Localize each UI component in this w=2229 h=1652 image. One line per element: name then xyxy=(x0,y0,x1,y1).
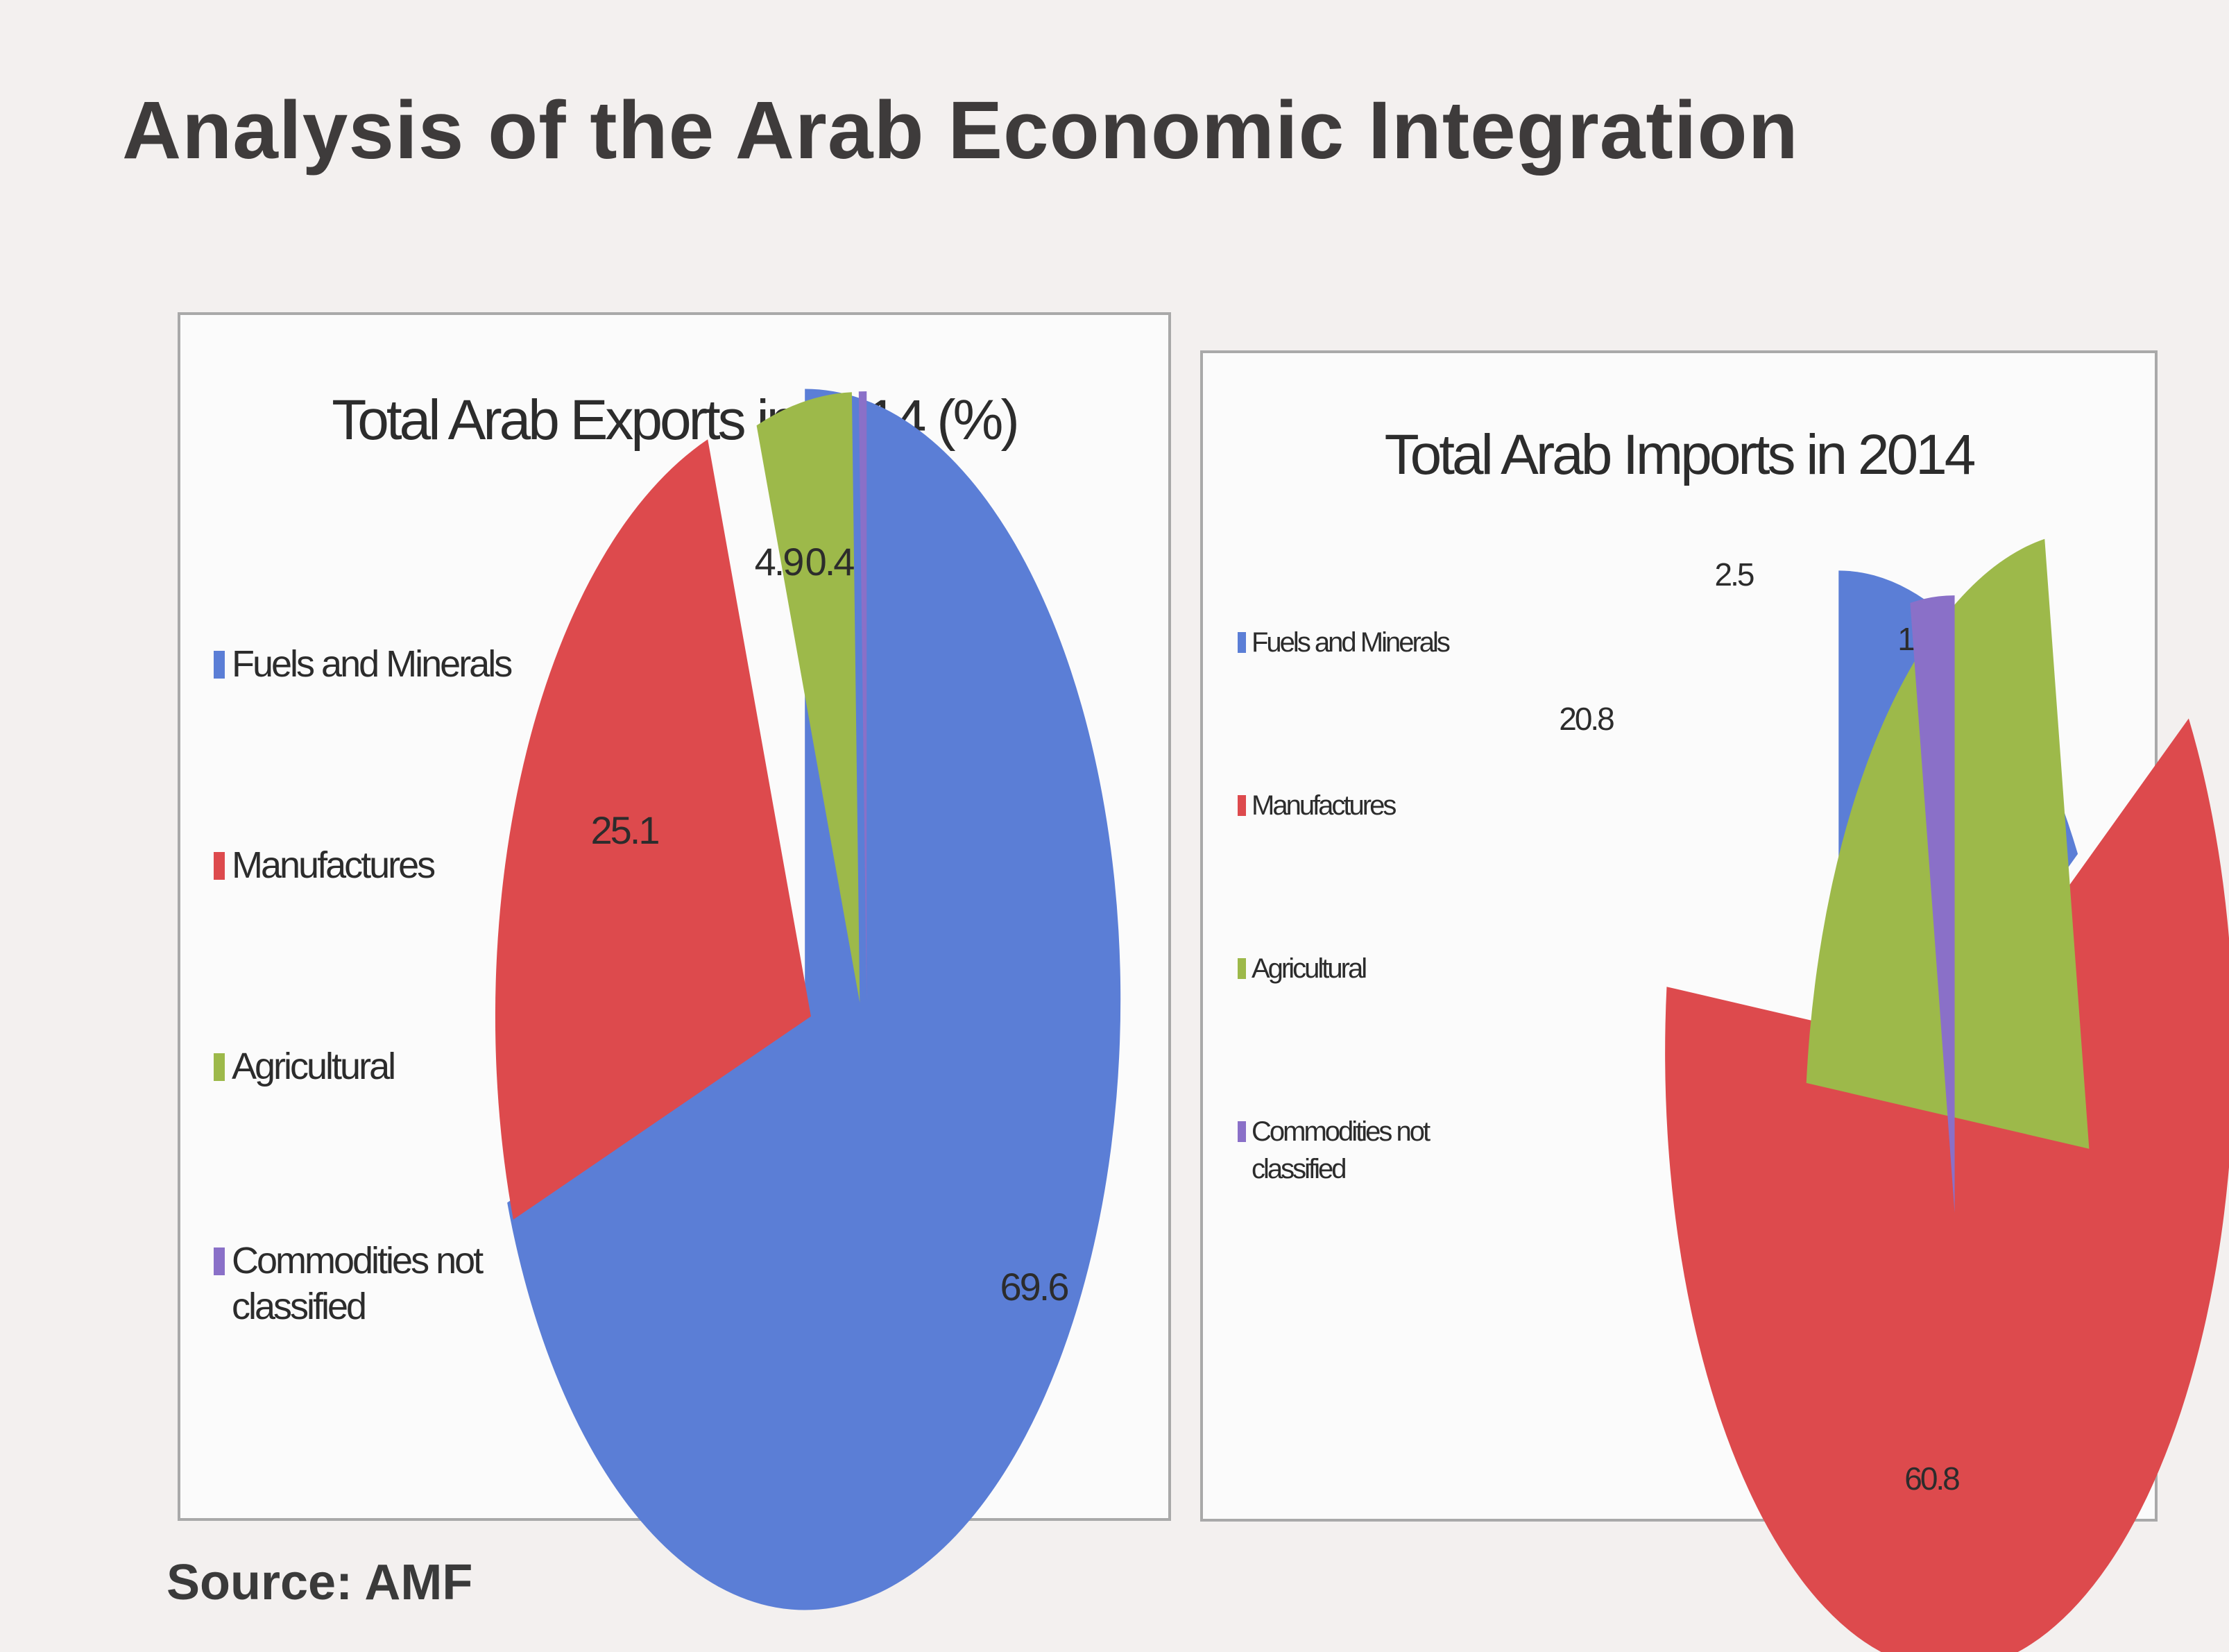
pie-slice-agricultural xyxy=(756,392,860,1003)
legend-swatch-fuels xyxy=(1238,632,1246,653)
legend-label: Manufactures xyxy=(1252,790,1397,821)
legend-swatch-manufactures xyxy=(214,852,225,880)
slide-title: Analysis of the Arab Economic Integratio… xyxy=(122,85,1799,176)
imports-legend-fuels: Fuels and Minerals xyxy=(1238,624,1487,661)
imports-legend-agricultural: Agricultural xyxy=(1238,950,1487,987)
data-label-manufactures: 25.1 xyxy=(591,808,659,852)
exports-legend-manufactures: Manufactures xyxy=(214,842,540,888)
legend-label: Commodities not classified xyxy=(1252,1116,1431,1184)
data-label-fuels: 69.6 xyxy=(1000,1265,1068,1309)
legend-swatch-agricultural xyxy=(1238,958,1246,979)
legend-label: Agricultural xyxy=(232,1046,396,1087)
pie-slice-fuels xyxy=(507,389,1121,1610)
legend-label: Fuels and Minerals xyxy=(232,643,513,685)
pie-slice-manufactures xyxy=(1665,718,2229,1652)
legend-label: Agricultural xyxy=(1252,953,1367,984)
data-label-commodities: 2.5 xyxy=(1715,556,1754,593)
legend-swatch-manufactures xyxy=(1238,795,1246,816)
exports-legend-fuels: Fuels and Minerals xyxy=(214,641,540,687)
data-label-agricultural: 20.8 xyxy=(1559,701,1614,737)
legend-label: Fuels and Minerals xyxy=(1252,627,1451,658)
legend-label: Manufactures xyxy=(232,844,436,886)
data-label-marker-manufactures xyxy=(569,821,579,846)
legend-swatch-fuels xyxy=(214,651,225,679)
imports-chart-title: Total Arab Imports in 2014 xyxy=(1384,423,1976,486)
legend-label: Commodities not classified xyxy=(232,1240,484,1327)
pie-slice-commodities xyxy=(1910,595,1955,1214)
legend-swatch-commodities xyxy=(214,1247,225,1275)
exports-legend-agricultural: Agricultural xyxy=(214,1044,540,1089)
imports-pie-chart: 15.960.820.82.5 xyxy=(1559,538,2229,1652)
source-note: Source: AMF xyxy=(166,1555,473,1610)
data-label-agricultural: 4.9 xyxy=(755,540,803,584)
exports-legend-commodities: Commodities not classified xyxy=(214,1238,505,1329)
data-label-manufactures: 60.8 xyxy=(1904,1461,1959,1497)
data-label-commodities: 0.4 xyxy=(805,540,855,584)
legend-swatch-agricultural xyxy=(214,1053,225,1081)
imports-chart-panel: Total Arab Imports in 2014 Fuels and Min… xyxy=(1200,350,2229,1652)
pie-slice-manufactures xyxy=(495,439,811,1220)
exports-pie-chart: 69.6 25.1 4.9 0.4 xyxy=(495,389,1121,1610)
legend-swatch-commodities xyxy=(1238,1121,1246,1142)
exports-chart-panel: Total Arab Exports in 2014 (%) Fuels and… xyxy=(178,312,1171,1610)
imports-legend-manufactures: Manufactures xyxy=(1238,787,1487,824)
imports-legend-commodities: Commodities not classified xyxy=(1238,1113,1446,1188)
pie-slice-commodities xyxy=(858,391,867,1003)
